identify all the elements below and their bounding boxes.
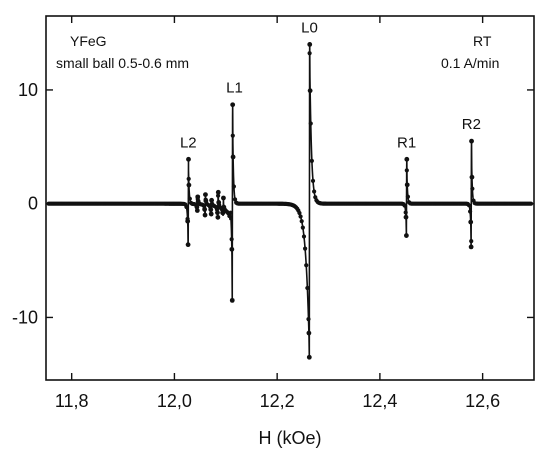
series-markers <box>46 42 534 360</box>
data-point <box>202 207 208 212</box>
data-point <box>186 182 192 188</box>
data-point <box>229 297 235 303</box>
data-point <box>215 189 221 195</box>
data-point <box>306 316 311 322</box>
data-point <box>203 192 208 197</box>
data-point <box>300 225 305 230</box>
data-point <box>195 198 201 204</box>
data-point <box>404 233 409 238</box>
x-tick-label: 12,0 <box>157 391 192 411</box>
data-point <box>466 203 472 208</box>
plot-frame <box>45 15 535 381</box>
x-tick-label: 12,6 <box>465 391 500 411</box>
data-point <box>299 219 304 224</box>
data-point <box>403 210 408 215</box>
data-point <box>231 184 237 189</box>
peak-label-r1: R1 <box>397 134 416 151</box>
data-point <box>468 244 474 250</box>
data-point <box>221 204 227 210</box>
data-point <box>202 212 208 218</box>
data-point <box>209 197 215 203</box>
x-tick-label: 12,2 <box>260 391 295 411</box>
data-point <box>468 219 474 225</box>
data-point <box>194 208 200 213</box>
peak-labels: L2 L1 L0 R1 R2 <box>180 19 481 151</box>
data-point <box>469 239 474 244</box>
data-point <box>297 210 302 216</box>
y-tick-label: 10 <box>18 80 38 100</box>
annotation-temperature: RT <box>473 33 492 49</box>
tick-labels: 11,8 12,0 12,2 12,4 12,6 -10 0 10 <box>12 80 500 411</box>
data-point <box>230 154 236 160</box>
annotation-sweep-rate: 0.1 A/min <box>441 55 499 71</box>
data-point <box>468 209 473 214</box>
data-point <box>310 178 316 183</box>
data-point <box>307 88 313 94</box>
data-point <box>185 242 191 248</box>
data-point <box>186 176 191 181</box>
data-point <box>405 194 411 199</box>
y-tick-label: 0 <box>28 194 38 214</box>
data-point <box>186 156 191 162</box>
peak-label-l0: L0 <box>301 19 318 36</box>
data-point <box>298 214 303 219</box>
data-point <box>232 197 238 202</box>
data-point <box>215 214 221 220</box>
data-point <box>208 211 214 217</box>
data-point <box>229 237 234 242</box>
data-point <box>404 182 410 188</box>
data-point <box>402 203 407 208</box>
data-point <box>215 210 220 216</box>
data-point <box>220 210 226 216</box>
x-tick-label: 12,4 <box>362 391 397 411</box>
resonance-trace <box>48 44 532 358</box>
data-point <box>228 210 233 215</box>
data-point <box>216 200 222 205</box>
data-point <box>469 138 474 144</box>
peak-label-r2: R2 <box>462 116 481 133</box>
data-point <box>403 214 409 220</box>
data-point <box>404 168 409 173</box>
peak-label-l1: L1 <box>226 80 243 97</box>
y-tick-label: -10 <box>12 307 38 327</box>
data-point <box>529 201 534 206</box>
data-point <box>306 330 312 336</box>
data-point <box>229 246 235 252</box>
data-point <box>195 194 201 200</box>
data-point <box>208 207 214 213</box>
data-point <box>194 204 200 210</box>
data-point <box>203 198 209 204</box>
data-point <box>404 156 410 162</box>
data-point <box>304 263 309 268</box>
peak-label-l2: L2 <box>180 134 197 151</box>
series-trace <box>48 44 532 358</box>
data-point <box>307 51 312 56</box>
data-point <box>221 195 226 201</box>
data-point <box>303 246 308 251</box>
data-point <box>201 203 206 208</box>
data-point <box>305 285 310 291</box>
data-point <box>308 121 313 126</box>
data-point <box>185 218 191 224</box>
data-point <box>209 201 215 207</box>
x-axis-title: H (kOe) <box>259 428 322 448</box>
data-point <box>470 186 475 191</box>
data-point <box>312 189 317 194</box>
data-point <box>307 42 313 47</box>
data-point <box>309 158 314 163</box>
data-point <box>184 204 189 210</box>
data-point <box>187 196 192 201</box>
annotation-material: YFeG <box>70 33 107 49</box>
data-point <box>230 102 236 108</box>
data-point <box>306 354 312 360</box>
data-point <box>230 133 235 138</box>
annotation-sample: small ball 0.5-0.6 mm <box>56 55 189 71</box>
data-point <box>215 193 221 198</box>
x-tick-label: 11,8 <box>55 391 89 411</box>
data-point <box>227 213 232 219</box>
data-point <box>301 234 307 239</box>
data-point <box>469 174 475 180</box>
